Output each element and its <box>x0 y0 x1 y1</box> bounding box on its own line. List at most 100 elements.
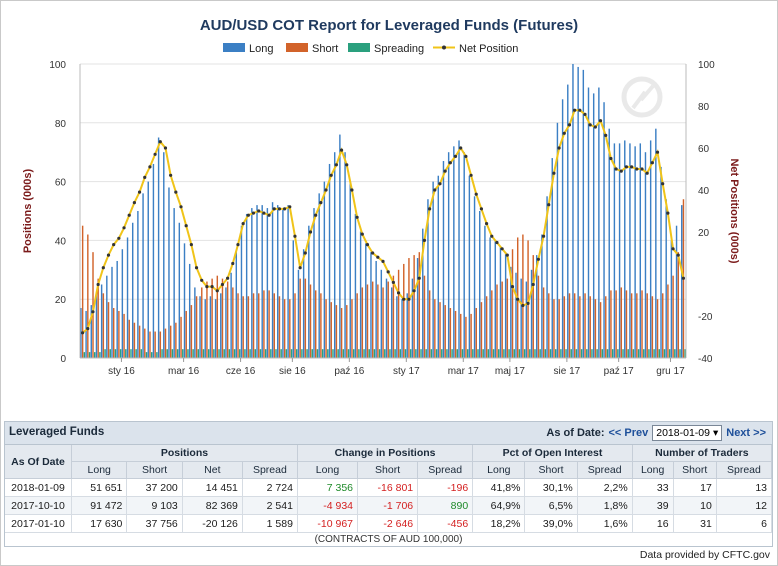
bar-spreading <box>549 349 552 358</box>
net-position-point <box>148 165 152 169</box>
bar-short <box>506 278 509 358</box>
bar-short <box>113 308 115 358</box>
bar-short <box>620 287 623 358</box>
bar-long <box>365 243 367 358</box>
net-position-point <box>469 173 473 177</box>
net-position-point <box>334 163 338 167</box>
bar-spreading <box>259 349 262 358</box>
table-cell: 12 <box>716 496 773 515</box>
bar-short <box>656 299 659 358</box>
bar-long <box>453 146 455 358</box>
table-cell: -20 126 <box>182 514 243 533</box>
bar-long <box>479 211 481 358</box>
table-cell: 10 <box>673 496 717 515</box>
net-position-point <box>189 243 193 247</box>
bar-short <box>361 287 364 358</box>
table-cell: 39 <box>632 496 674 515</box>
bar-spreading <box>119 349 122 358</box>
table-cell: 82 369 <box>182 496 243 515</box>
bar-short <box>201 287 203 358</box>
bar-long <box>675 225 678 358</box>
bar-spreading <box>352 349 355 358</box>
table-cell: -4 934 <box>297 496 359 515</box>
table-cell: 41,8% <box>472 478 526 497</box>
bar-long <box>287 205 289 358</box>
bar-spreading <box>441 349 443 358</box>
bar-spreading <box>425 349 427 358</box>
bar-spreading <box>363 349 365 358</box>
bar-spreading <box>239 349 241 358</box>
net-position-point <box>262 211 266 215</box>
bar-long <box>572 64 574 358</box>
bar-short <box>460 313 462 358</box>
legend-label[interactable]: Short <box>312 43 338 55</box>
prev-link[interactable]: << Prev <box>608 427 649 439</box>
bar-spreading <box>99 352 101 358</box>
bar-long <box>510 266 512 358</box>
next-link[interactable]: Next >> <box>726 427 766 439</box>
bar-spreading <box>197 349 200 358</box>
bar-short <box>646 293 648 358</box>
bar-spreading <box>368 349 370 358</box>
bar-long <box>173 208 175 358</box>
bar-spreading <box>529 349 531 358</box>
bar-long <box>111 266 113 358</box>
net-position-point <box>158 140 162 144</box>
net-position-point <box>598 119 603 123</box>
net-position-point <box>80 331 85 335</box>
bar-spreading <box>466 349 469 358</box>
x-tick-label: cze 16 <box>226 366 256 377</box>
net-position-point <box>231 261 235 266</box>
legend-label[interactable]: Net Position <box>459 43 518 55</box>
net-position-point <box>573 108 577 112</box>
bar-long <box>499 246 502 358</box>
bar-spreading <box>233 349 236 358</box>
net-position-point <box>308 230 313 234</box>
net-position-point <box>681 276 686 280</box>
net-position-point <box>588 123 592 127</box>
bar-long <box>432 181 434 358</box>
net-position-point <box>143 175 147 179</box>
legend-label[interactable]: Long <box>249 43 273 55</box>
net-position-point <box>609 156 613 161</box>
chart-legend[interactable]: Long Short Spreading Net Position <box>223 43 518 55</box>
table-cell: -196 <box>417 478 474 497</box>
bar-short <box>605 296 607 358</box>
net-position-point <box>640 167 644 171</box>
net-position-point <box>593 125 597 129</box>
bar-spreading <box>627 349 629 358</box>
net-position-point <box>298 266 302 270</box>
bar-spreading <box>171 349 174 358</box>
bar-spreading <box>254 349 257 358</box>
bar-long <box>245 213 248 358</box>
bar-short <box>558 299 560 358</box>
bar-spreading <box>606 349 609 358</box>
net-position-point <box>676 253 680 257</box>
col-as-of-date: As Of Date <box>5 445 72 479</box>
bar-short <box>636 293 638 358</box>
net-position-point <box>122 226 126 230</box>
net-position-point <box>614 167 618 171</box>
bar-long <box>163 152 165 358</box>
date-select[interactable]: 2018-01-09 ▾ <box>652 425 723 441</box>
net-position-point <box>355 215 359 219</box>
bar-long <box>541 234 543 358</box>
net-position-point <box>210 285 214 289</box>
bar-short <box>662 293 664 358</box>
bar-short <box>237 293 239 358</box>
axes: 0 20 40 60 80 100 -40 -20 20 40 60 80 100 Positions (… <box>22 60 740 377</box>
bar-long <box>188 263 191 358</box>
bar-spreading <box>591 349 593 358</box>
bar-short <box>164 328 167 358</box>
bar-short <box>377 284 379 358</box>
bar-short <box>428 290 431 358</box>
net-position-point <box>215 289 219 293</box>
net-position-point <box>541 234 546 238</box>
legend-label[interactable]: Spreading <box>374 43 424 55</box>
bar-long <box>577 66 579 358</box>
table-cell: 13 <box>716 478 773 497</box>
net-position-point <box>459 146 463 150</box>
bar-spreading <box>461 349 464 358</box>
net-position-point <box>443 169 447 173</box>
bar-short <box>465 316 467 358</box>
